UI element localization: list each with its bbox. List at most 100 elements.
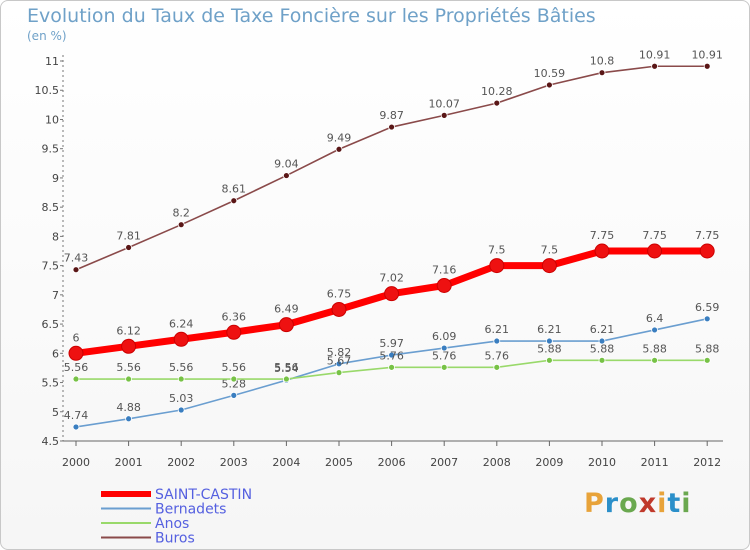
data-point (647, 243, 663, 259)
x-tick-label: 2008 (483, 456, 511, 469)
data-label: 5.56 (116, 361, 141, 374)
data-point (388, 351, 396, 359)
data-label: 5.97 (379, 337, 404, 350)
proxiti-logo: Proxiti (584, 488, 692, 519)
data-label: 7.75 (642, 229, 667, 242)
data-point (72, 423, 80, 431)
data-point (125, 415, 132, 423)
data-point (335, 369, 343, 377)
legend-label: Buros (155, 531, 195, 547)
x-tick-label: 2012 (693, 456, 721, 469)
data-point (388, 363, 396, 371)
legend-label: SAINT-CASTIN (155, 487, 252, 503)
data-point (68, 345, 84, 361)
data-point (651, 326, 658, 334)
data-point (703, 62, 711, 70)
data-point (541, 258, 557, 274)
data-label: 5.76 (432, 349, 457, 362)
x-tick-label: 2002 (167, 456, 195, 469)
data-point (335, 145, 343, 153)
data-point (598, 356, 606, 364)
data-label: 5.88 (590, 342, 615, 355)
x-tick-label: 2011 (641, 456, 669, 469)
y-tick-label: 7 (52, 289, 59, 302)
data-point (493, 337, 501, 345)
data-point (72, 375, 80, 383)
data-label: 10.59 (534, 67, 566, 80)
chart-subtitle: (en %) (27, 29, 67, 43)
data-label: 5.76 (379, 349, 404, 362)
data-label: 7.43 (64, 252, 89, 265)
data-label: 6.21 (537, 323, 562, 336)
data-label: 6.59 (695, 301, 720, 314)
data-point (282, 172, 290, 179)
data-label: 5.54 (274, 362, 299, 375)
data-point (440, 344, 448, 352)
data-label: 6.12 (116, 324, 141, 337)
data-label: 6.21 (590, 323, 615, 336)
x-tick-label: 2006 (378, 456, 406, 469)
y-tick-label: 5.5 (42, 377, 60, 390)
data-label: 10.91 (691, 48, 723, 61)
legend-label: Bernadets (155, 502, 226, 518)
data-point (230, 197, 238, 205)
data-point (546, 337, 553, 345)
data-label: 7.75 (590, 229, 615, 242)
data-label: 9.49 (327, 131, 352, 144)
data-point (598, 69, 606, 77)
x-tick-label: 2000 (62, 456, 90, 469)
data-label: 5.56 (222, 361, 247, 374)
logo-letter: i (681, 488, 692, 519)
data-point (699, 243, 715, 259)
series-layer: 4.74 4.88 5.03 5.28 5.54 5.82 5.97 6.09 6.21 6.21… (64, 48, 723, 431)
data-label: 6.09 (432, 330, 457, 343)
data-label: 6.36 (222, 310, 247, 323)
data-point (546, 81, 553, 89)
data-point (177, 221, 185, 229)
y-tick-label: 10 (45, 113, 59, 126)
data-label: 5.76 (485, 349, 510, 362)
data-point (230, 375, 238, 383)
logo-letter: P (584, 488, 605, 519)
data-point (436, 277, 452, 293)
data-point (121, 338, 137, 354)
x-tick-label: 2007 (430, 456, 458, 469)
data-point (440, 111, 448, 119)
data-point (72, 266, 80, 274)
data-label: 10.28 (481, 85, 513, 98)
logo-letter: o (619, 488, 639, 519)
data-label: 6.24 (169, 317, 194, 330)
data-point (226, 324, 242, 340)
data-label: 5.88 (695, 342, 720, 355)
data-point (651, 62, 658, 70)
data-label: 5.03 (169, 392, 194, 405)
y-tick-label: 7.5 (42, 260, 60, 273)
data-point (651, 356, 658, 364)
data-label: 10.91 (639, 48, 671, 61)
series-saint-castin: 6 6.12 6.24 6.36 6.49 6.75 7.02 7.16 7.5 7.5 7.75 7… (68, 229, 719, 361)
data-point (331, 301, 347, 317)
legend-label: Anos (155, 516, 189, 532)
data-label: 5.67 (327, 355, 352, 368)
logo-letter: x (638, 488, 658, 519)
data-point (388, 123, 396, 131)
data-label: 9.04 (274, 158, 299, 171)
logo-letter: r (604, 488, 620, 519)
data-point (230, 391, 238, 399)
data-point (177, 375, 185, 383)
data-label: 4.74 (64, 409, 89, 422)
data-point (489, 258, 505, 274)
data-point (282, 375, 290, 383)
data-point (125, 375, 132, 383)
data-label: 5.82 (327, 346, 352, 359)
data-point (173, 331, 189, 347)
y-tick-label: 11 (45, 55, 59, 68)
series-buros: 7.43 7.81 8.2 8.61 9.04 9.49 9.87 10.07 10.28 10.… (64, 48, 723, 274)
data-point (493, 363, 501, 371)
data-point (703, 315, 711, 323)
y-tick-label: 9.5 (42, 143, 60, 156)
chart-title: Evolution du Taux de Taxe Foncière sur l… (27, 5, 596, 27)
data-label: 5.88 (537, 342, 562, 355)
